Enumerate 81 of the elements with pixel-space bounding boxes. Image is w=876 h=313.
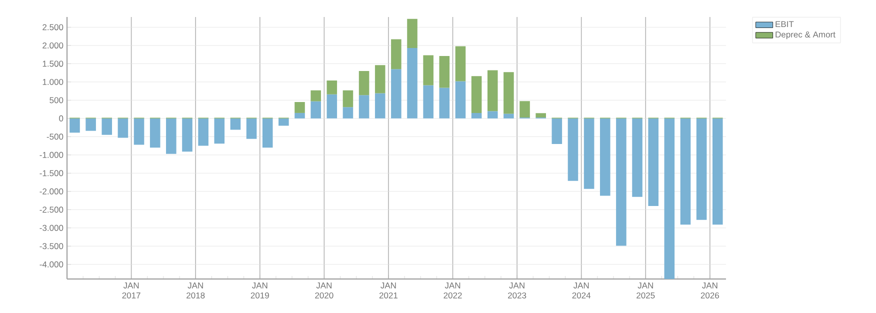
bar xyxy=(198,118,208,146)
bar xyxy=(294,102,305,113)
legend-label: EBIT xyxy=(776,21,794,28)
bar xyxy=(150,118,160,148)
bar xyxy=(487,70,498,112)
bar xyxy=(632,118,642,197)
x-tick-label: JAN 2025 xyxy=(636,282,655,298)
bar xyxy=(118,118,128,138)
bar xyxy=(423,85,434,118)
y-tick-label: -3.500 xyxy=(40,243,64,250)
bar xyxy=(182,118,192,152)
y-tick-label: -2.000 xyxy=(40,188,64,194)
bar xyxy=(70,118,80,133)
bar xyxy=(310,101,321,118)
y-tick-label: -1.000 xyxy=(40,152,64,158)
bar xyxy=(86,118,96,131)
bar xyxy=(680,118,691,225)
bar xyxy=(294,112,305,118)
x-tick-label: JAN 2024 xyxy=(572,282,591,298)
x-tick-label: JAN 2018 xyxy=(186,282,205,298)
x-tick-label: JAN 2023 xyxy=(508,282,526,298)
bar xyxy=(262,118,273,148)
bar xyxy=(712,118,723,225)
x-tick-label: JAN 2020 xyxy=(315,282,334,298)
bar xyxy=(391,69,402,118)
bar xyxy=(584,118,594,189)
bar xyxy=(600,118,610,196)
y-tick-label: -500 xyxy=(46,134,64,140)
bar xyxy=(342,107,354,118)
bar xyxy=(134,118,144,145)
bar xyxy=(423,55,434,86)
y-tick-label: 1.000 xyxy=(42,78,64,85)
bar xyxy=(520,101,530,118)
y-tick-label: -4.000 xyxy=(40,261,64,268)
y-tick-label: 1.500 xyxy=(42,60,64,67)
bar xyxy=(310,90,321,102)
bar xyxy=(102,118,112,135)
bar xyxy=(407,48,418,118)
bar xyxy=(326,80,338,94)
bar xyxy=(358,95,370,118)
x-tick-label: JAN 2017 xyxy=(122,282,140,298)
bar xyxy=(439,56,450,88)
legend-label: Deprec & Amort xyxy=(776,32,836,40)
bar xyxy=(664,118,675,279)
bar xyxy=(487,111,498,118)
bar xyxy=(439,88,450,118)
bar xyxy=(504,114,514,118)
bar xyxy=(568,118,578,181)
bar xyxy=(230,118,241,130)
bar xyxy=(342,90,354,108)
bar xyxy=(696,118,707,220)
x-tick-label: JAN 2022 xyxy=(444,282,462,298)
y-tick-label: -1.500 xyxy=(40,170,64,176)
bar xyxy=(326,94,338,118)
bar xyxy=(552,118,562,144)
bar xyxy=(166,118,176,154)
x-tick-label: JAN 2019 xyxy=(250,282,269,298)
bar xyxy=(407,18,418,48)
bar xyxy=(536,113,546,118)
y-tick-label: -3.000 xyxy=(40,224,64,231)
x-tick-label: JAN 2021 xyxy=(379,282,398,298)
bar xyxy=(214,118,225,144)
bar xyxy=(455,46,466,82)
bar xyxy=(471,76,482,113)
bar xyxy=(648,118,658,206)
bar xyxy=(246,118,257,139)
y-tick-label: 0 xyxy=(59,115,64,122)
y-tick-label: 2.000 xyxy=(42,42,64,48)
y-tick-label: 500 xyxy=(50,97,64,104)
bar xyxy=(616,118,626,246)
bar xyxy=(374,93,386,118)
bar xyxy=(391,39,402,70)
x-tick-label: JAN 2026 xyxy=(700,282,720,298)
y-tick-label: 2.500 xyxy=(42,24,64,30)
bar xyxy=(504,72,514,114)
bar xyxy=(358,71,370,96)
bar xyxy=(374,65,386,94)
bar xyxy=(471,112,482,118)
bar xyxy=(455,81,466,118)
bar xyxy=(278,118,289,126)
y-tick-label: -2.500 xyxy=(40,206,64,213)
